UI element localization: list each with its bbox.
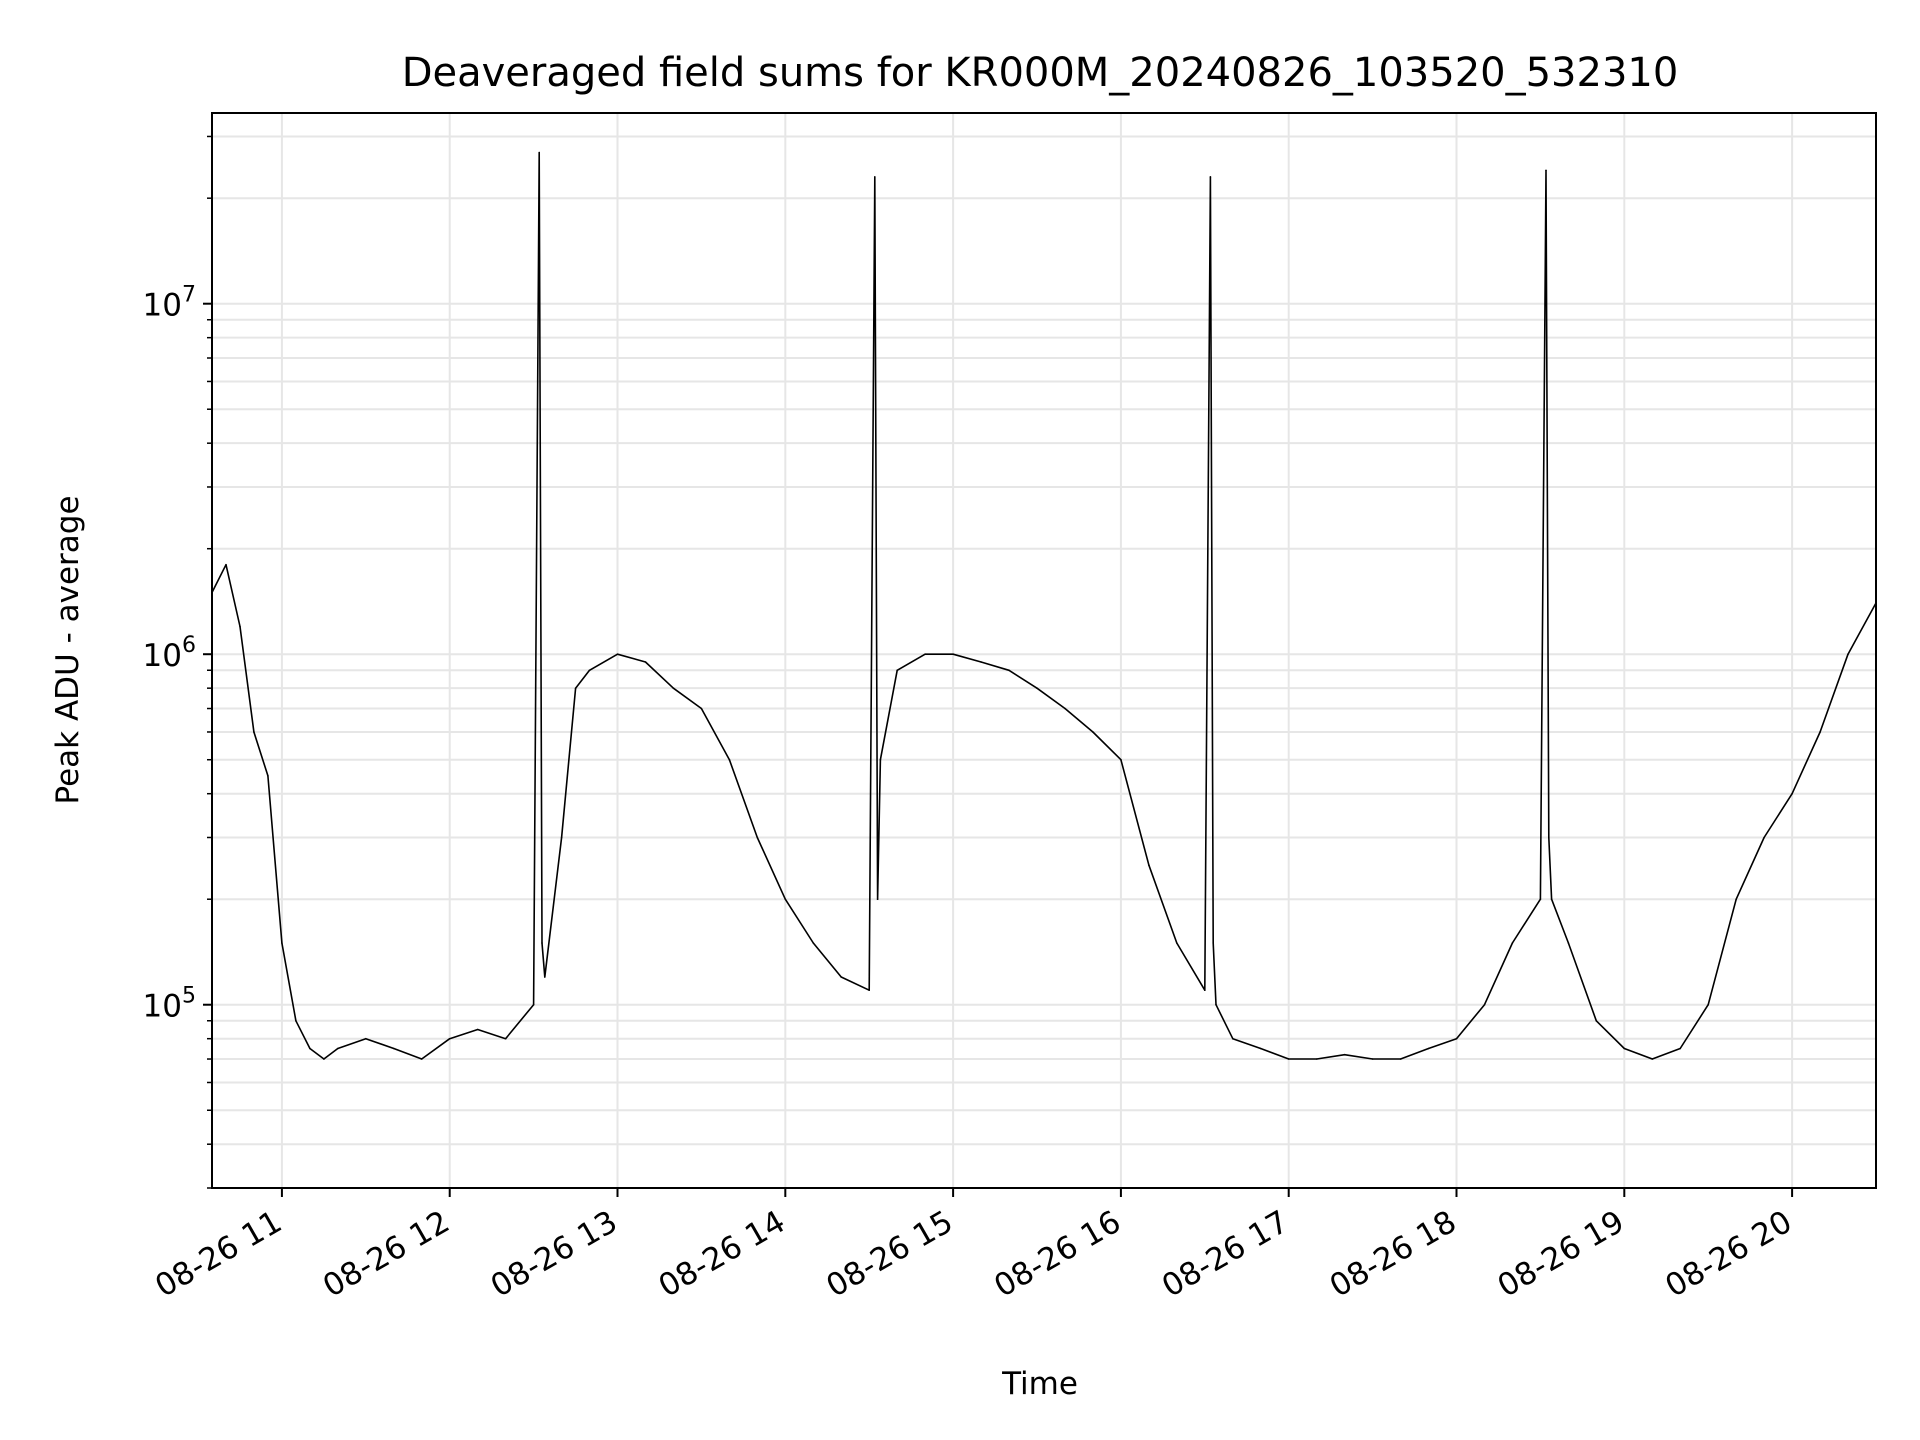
data-point <box>952 653 954 655</box>
data-point <box>980 661 982 663</box>
data-point <box>1372 1058 1374 1060</box>
data-point <box>785 898 787 900</box>
data-point <box>309 1048 311 1050</box>
data-point <box>1456 1038 1458 1040</box>
data-point <box>538 152 540 154</box>
data-point <box>575 687 577 689</box>
data-point <box>1847 653 1849 655</box>
data-point <box>1548 837 1550 839</box>
data-point <box>541 942 543 944</box>
data-point <box>365 1038 367 1040</box>
data-point <box>589 670 591 672</box>
data-point <box>267 775 269 777</box>
data-point <box>421 1058 423 1060</box>
data-point <box>1212 942 1214 944</box>
data-point <box>1735 898 1737 900</box>
data-point <box>880 759 882 761</box>
data-point <box>1819 731 1821 733</box>
y-axis-label: Peak ADU - average <box>50 495 86 804</box>
data-point <box>874 176 876 178</box>
data-point <box>673 687 675 689</box>
data-point <box>645 661 647 663</box>
data-point <box>1400 1058 1402 1060</box>
data-point <box>1568 942 1570 944</box>
data-point <box>505 1038 507 1040</box>
data-point <box>393 1048 395 1050</box>
chart-title: Deaveraged field sums for KR000M_2024082… <box>402 50 1679 96</box>
data-point <box>877 898 879 900</box>
data-point <box>1484 1004 1486 1006</box>
data-point <box>1120 759 1122 761</box>
data-point <box>1344 1054 1346 1056</box>
data-point <box>1763 837 1765 839</box>
data-point <box>1204 989 1206 991</box>
data-point <box>1707 1004 1709 1006</box>
data-point <box>533 1004 535 1006</box>
data-point <box>1551 898 1553 900</box>
data-point <box>561 837 563 839</box>
data-point <box>1596 1020 1598 1022</box>
data-point <box>1064 708 1066 710</box>
x-axis-label: Time <box>1001 1366 1078 1402</box>
data-point <box>253 731 255 733</box>
data-point <box>1652 1058 1654 1060</box>
data-point <box>1791 793 1793 795</box>
data-point <box>1624 1048 1626 1050</box>
data-point <box>701 708 703 710</box>
data-point <box>840 976 842 978</box>
data-point <box>1512 942 1514 944</box>
data-point <box>544 976 546 978</box>
data-point <box>1215 1004 1217 1006</box>
data-point <box>1232 1038 1234 1040</box>
data-point <box>449 1038 451 1040</box>
data-point <box>1545 170 1547 172</box>
data-point <box>1288 1058 1290 1060</box>
data-point <box>1148 864 1150 866</box>
data-point <box>1540 898 1542 900</box>
data-point <box>281 942 283 944</box>
data-point <box>1428 1048 1430 1050</box>
data-point <box>1679 1048 1681 1050</box>
data-point <box>337 1048 339 1050</box>
data-point <box>1092 731 1094 733</box>
data-point <box>1008 670 1010 672</box>
data-point <box>225 564 227 566</box>
data-point <box>1210 176 1212 178</box>
data-point <box>1316 1058 1318 1060</box>
data-point <box>323 1058 325 1060</box>
data-point <box>239 626 241 628</box>
data-point <box>924 653 926 655</box>
data-point <box>1176 942 1178 944</box>
data-point <box>757 837 759 839</box>
data-point <box>617 653 619 655</box>
data-point <box>896 670 898 672</box>
data-point <box>813 942 815 944</box>
data-point <box>1036 687 1038 689</box>
data-point <box>477 1029 479 1031</box>
data-point <box>868 989 870 991</box>
data-point <box>1260 1048 1262 1050</box>
data-point <box>295 1020 297 1022</box>
data-point <box>729 759 731 761</box>
